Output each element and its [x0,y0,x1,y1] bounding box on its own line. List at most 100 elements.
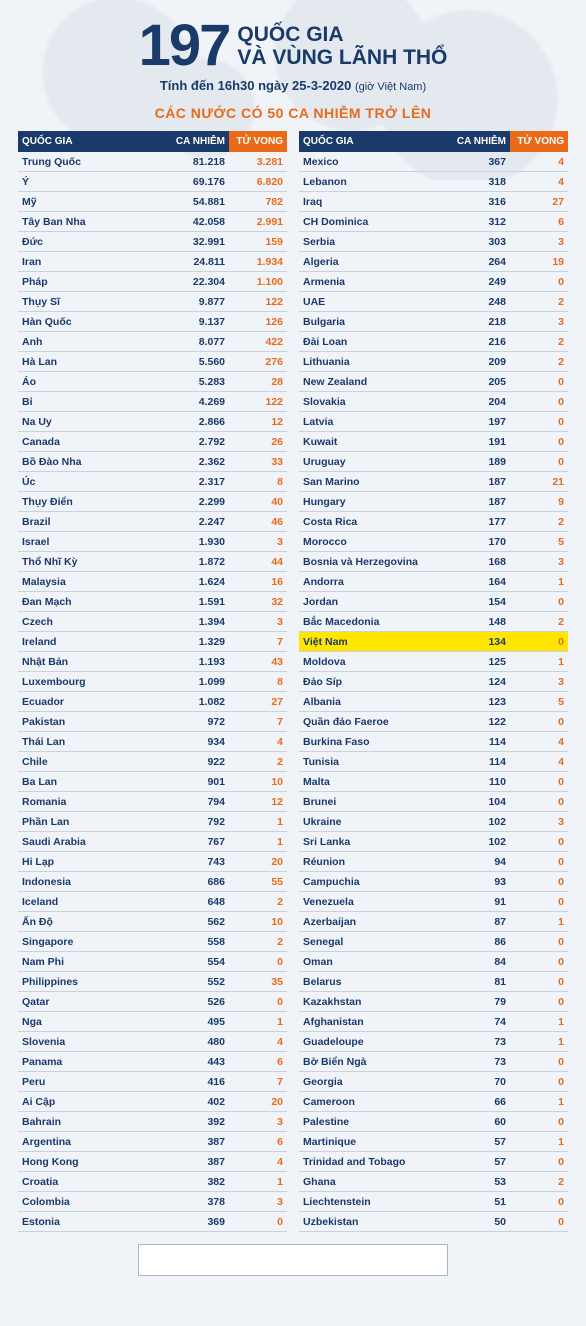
cell-country: Romania [18,792,159,812]
cell-deaths: 3 [510,812,568,832]
cell-deaths: 6 [229,1052,287,1072]
table-row: Hi Lạp74320 [18,852,287,872]
cell-country: Đảo Síp [299,672,440,692]
table-row: Chile9222 [18,752,287,772]
table-row: Martinique571 [299,1132,568,1152]
cell-deaths: 0 [510,452,568,472]
cell-cases: 378 [159,1192,229,1212]
table-row: Réunion940 [299,852,568,872]
cell-deaths: 3 [510,232,568,252]
table-row: Nhật Bản1.19343 [18,652,287,672]
cell-deaths: 0 [510,412,568,432]
cell-deaths: 782 [229,192,287,212]
cell-country: Ấn Độ [18,912,159,932]
cell-country: Martinique [299,1132,440,1152]
cell-cases: 69.176 [159,172,229,192]
table-row: Bồ Đào Nha2.36233 [18,452,287,472]
table-row: Sri Lanka1020 [299,832,568,852]
cell-cases: 94 [440,852,510,872]
cell-country: Croatia [18,1172,159,1192]
cell-country: Hungary [299,492,440,512]
table-row: Singapore5582 [18,932,287,952]
table-row: Bỉ4.269122 [18,392,287,412]
cell-country: Kazakhstan [299,992,440,1012]
cell-deaths: 4 [510,732,568,752]
cell-cases: 316 [440,192,510,212]
cell-cases: 743 [159,852,229,872]
cell-cases: 216 [440,332,510,352]
cell-country: Latvia [299,412,440,432]
cell-deaths: 1 [510,652,568,672]
cell-deaths: 21 [510,472,568,492]
cell-cases: 57 [440,1152,510,1172]
cell-country: Israel [18,532,159,552]
cell-deaths: 159 [229,232,287,252]
table-row: UAE2482 [299,292,568,312]
cell-deaths: 35 [229,972,287,992]
table-row: Trung Quốc81.2183.281 [18,152,287,172]
table-row: Đan Mạch1.59132 [18,592,287,612]
cell-country: Nhật Bản [18,652,159,672]
table-row: Ấn Độ56210 [18,912,287,932]
cell-deaths: 0 [510,592,568,612]
table-row: Latvia1970 [299,412,568,432]
table-row: Campuchia930 [299,872,568,892]
cell-cases: 972 [159,712,229,732]
cell-country: Saudi Arabia [18,832,159,852]
cell-cases: 197 [440,412,510,432]
cell-cases: 264 [440,252,510,272]
table-row: Serbia3033 [299,232,568,252]
table-row: Slovakia2040 [299,392,568,412]
cell-country: Mexico [299,152,440,172]
cell-cases: 51 [440,1192,510,1212]
cell-cases: 42.058 [159,212,229,232]
cell-country: Na Uy [18,412,159,432]
table-row: Thụy Điển2.29940 [18,492,287,512]
table-row: Azerbaijan871 [299,912,568,932]
table-row: Thái Lan9344 [18,732,287,752]
table-row: Saudi Arabia7671 [18,832,287,852]
cell-cases: 387 [159,1132,229,1152]
cell-deaths: 1 [510,1032,568,1052]
cell-deaths: 27 [510,192,568,212]
cell-cases: 392 [159,1112,229,1132]
cell-deaths: 6 [229,1132,287,1152]
cell-deaths: 0 [510,1212,568,1232]
cell-country: Oman [299,952,440,972]
cell-country: Hong Kong [18,1152,159,1172]
cell-deaths: 1 [229,1012,287,1032]
left-table: QUỐC GIA CA NHIỄM TỬ VONG Trung Quốc81.2… [18,131,287,1232]
cell-deaths: 0 [510,952,568,972]
table-row: Bahrain3923 [18,1112,287,1132]
cell-deaths: 20 [229,852,287,872]
table-row: Ba Lan90110 [18,772,287,792]
table-row: Palestine600 [299,1112,568,1132]
table-row: Indonesia68655 [18,872,287,892]
table-row: Uzbekistan500 [299,1212,568,1232]
table-row: CH Dominica3126 [299,212,568,232]
cell-country: Brazil [18,512,159,532]
cell-cases: 84 [440,952,510,972]
table-row: Pháp22.3041.100 [18,272,287,292]
table-row: Belarus810 [299,972,568,992]
cell-deaths: 7 [229,1072,287,1092]
cell-cases: 249 [440,272,510,292]
cell-cases: 70 [440,1072,510,1092]
table-row: Quần đảo Faeroe1220 [299,712,568,732]
cell-deaths: 3 [229,612,287,632]
table-row: Áo5.28328 [18,372,287,392]
cell-country: Réunion [299,852,440,872]
cell-country: Azerbaijan [299,912,440,932]
cell-country: UAE [299,292,440,312]
cell-cases: 191 [440,432,510,452]
cell-deaths: 2 [510,1172,568,1192]
cell-deaths: 2 [510,512,568,532]
cell-deaths: 0 [510,972,568,992]
cell-cases: 170 [440,532,510,552]
cell-deaths: 4 [229,732,287,752]
cell-country: Slovenia [18,1032,159,1052]
cell-cases: 367 [440,152,510,172]
table-row: Canada2.79226 [18,432,287,452]
table-row: Đảo Síp1243 [299,672,568,692]
cell-cases: 792 [159,812,229,832]
